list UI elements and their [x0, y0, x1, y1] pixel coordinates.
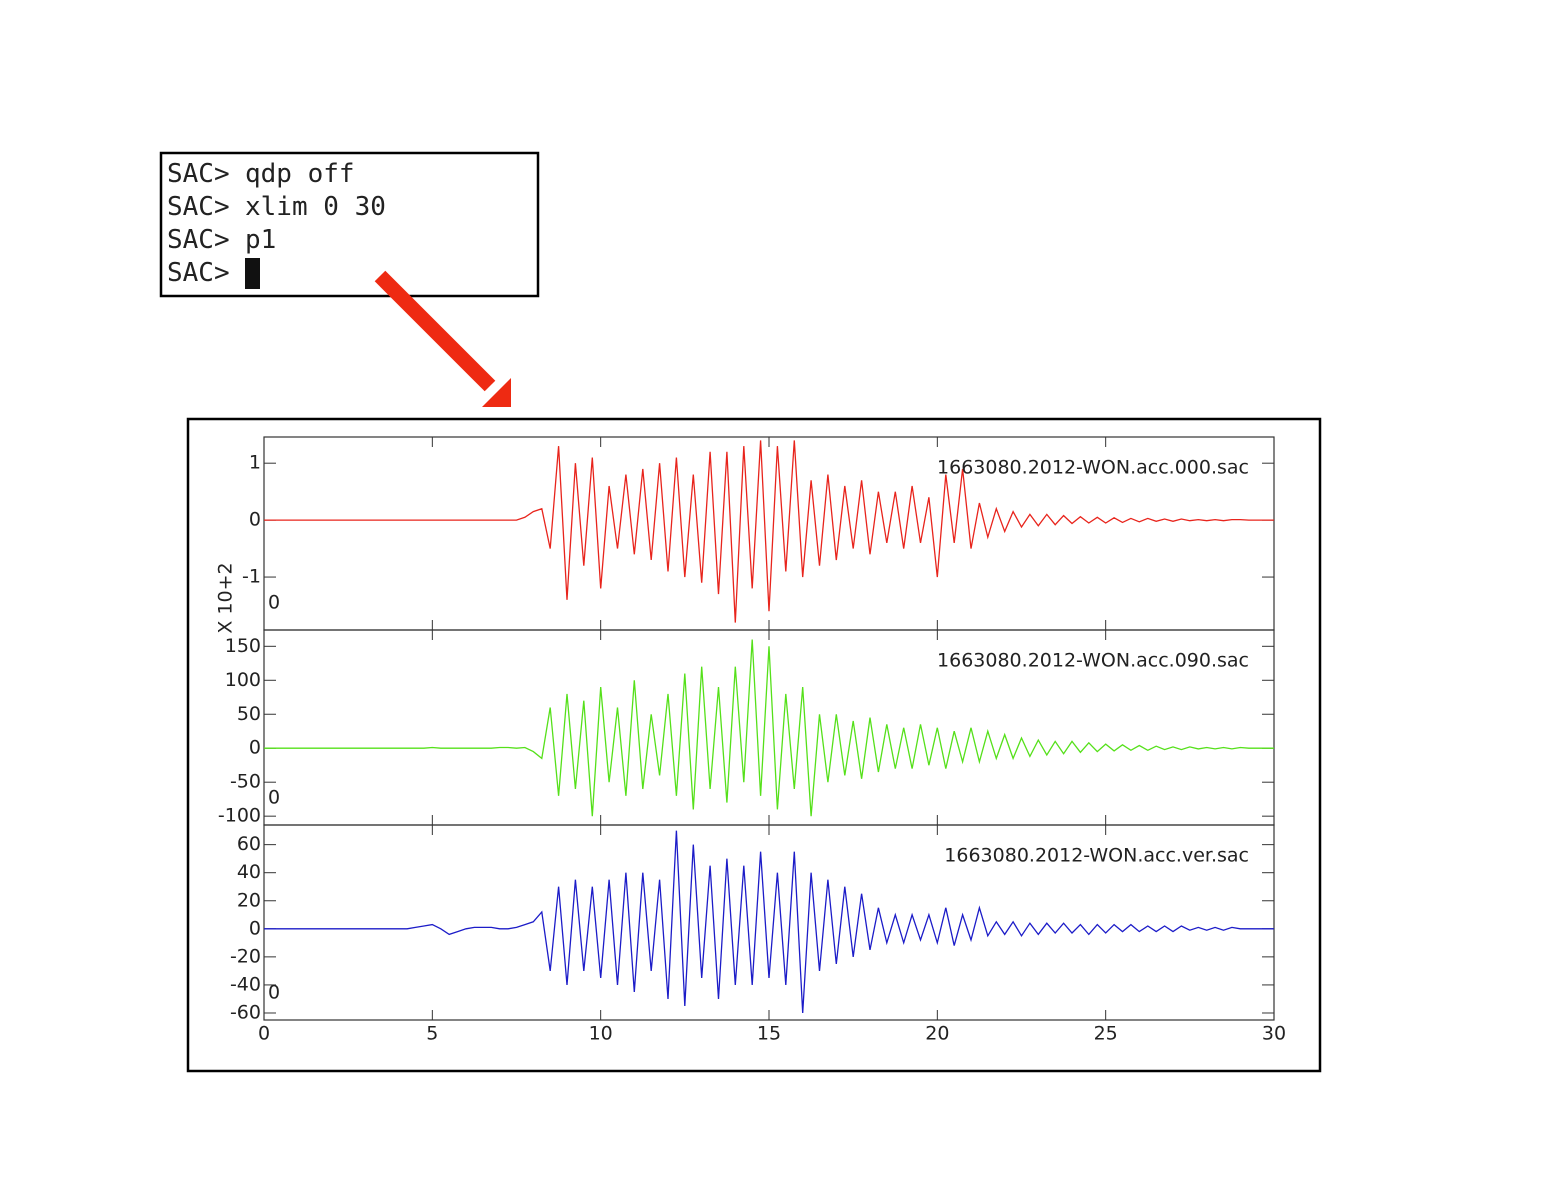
y-tick-label: -60 [230, 1001, 261, 1023]
y-tick-label: 0 [249, 917, 261, 939]
chart-frame [186, 417, 1322, 1073]
x-tick-label: 20 [925, 1023, 949, 1045]
x-tick-label: 25 [1094, 1023, 1118, 1045]
trace-label: 1663080.2012-WON.acc.ver.sac [944, 845, 1249, 867]
y-tick-label: 60 [237, 833, 261, 855]
y-tick-label: -20 [230, 945, 261, 967]
y-tick-label: -50 [230, 771, 261, 793]
waveform [264, 440, 1274, 623]
y-tick-label: 150 [225, 635, 261, 657]
command: p1 [245, 225, 276, 255]
x-tick-label: 0 [258, 1023, 270, 1045]
terminal-line: SAC> qdp off [167, 159, 355, 189]
prompt: SAC> [167, 225, 230, 255]
y-tick-label: 1 [249, 452, 261, 474]
command: qdp off [245, 159, 355, 189]
y-tick-label: 20 [237, 889, 261, 911]
waveform [264, 639, 1274, 817]
terminal-box [159, 151, 540, 298]
y-tick-label: 50 [237, 703, 261, 725]
trace-label: 1663080.2012-WON.acc.090.sac [937, 650, 1249, 672]
terminal-line: SAC> p1 [167, 225, 276, 255]
y-tick-label: 0 [249, 737, 261, 759]
trace-label: 1663080.2012-WON.acc.000.sac [937, 457, 1249, 479]
prompt: SAC> [167, 258, 230, 288]
x-tick-label: 15 [757, 1023, 781, 1045]
y-tick-label: 100 [225, 669, 261, 691]
y-tick-label: -100 [218, 805, 261, 827]
plot: -1 0 1 1663080.2012-WON.acc.000.sac 0 X 10+2 -… [215, 436, 1286, 1045]
arrow-shaft [374, 270, 496, 392]
waveform [264, 830, 1274, 1014]
y-axis-label: X 10+2 [215, 562, 237, 633]
terminal-line: SAC> [167, 258, 230, 288]
annotation: 0 [268, 787, 280, 809]
annotation: 0 [268, 592, 280, 614]
arrow [374, 270, 511, 407]
annotation: 0 [268, 982, 280, 1004]
x-tick-label: 5 [426, 1023, 438, 1045]
cursor [245, 258, 260, 289]
x-tick-label: 10 [589, 1023, 613, 1045]
arrow-head [482, 378, 511, 407]
command: xlim 0 30 [245, 192, 386, 222]
y-tick-label: -40 [230, 973, 261, 995]
y-tick-label: 40 [237, 861, 261, 883]
terminal-line: SAC> xlim 0 30 [167, 192, 386, 222]
prompt: SAC> [167, 192, 230, 222]
y-tick-label: 0 [249, 509, 261, 531]
x-tick-label: 30 [1262, 1023, 1286, 1045]
y-tick-label: -1 [242, 566, 261, 588]
prompt: SAC> [167, 159, 230, 189]
